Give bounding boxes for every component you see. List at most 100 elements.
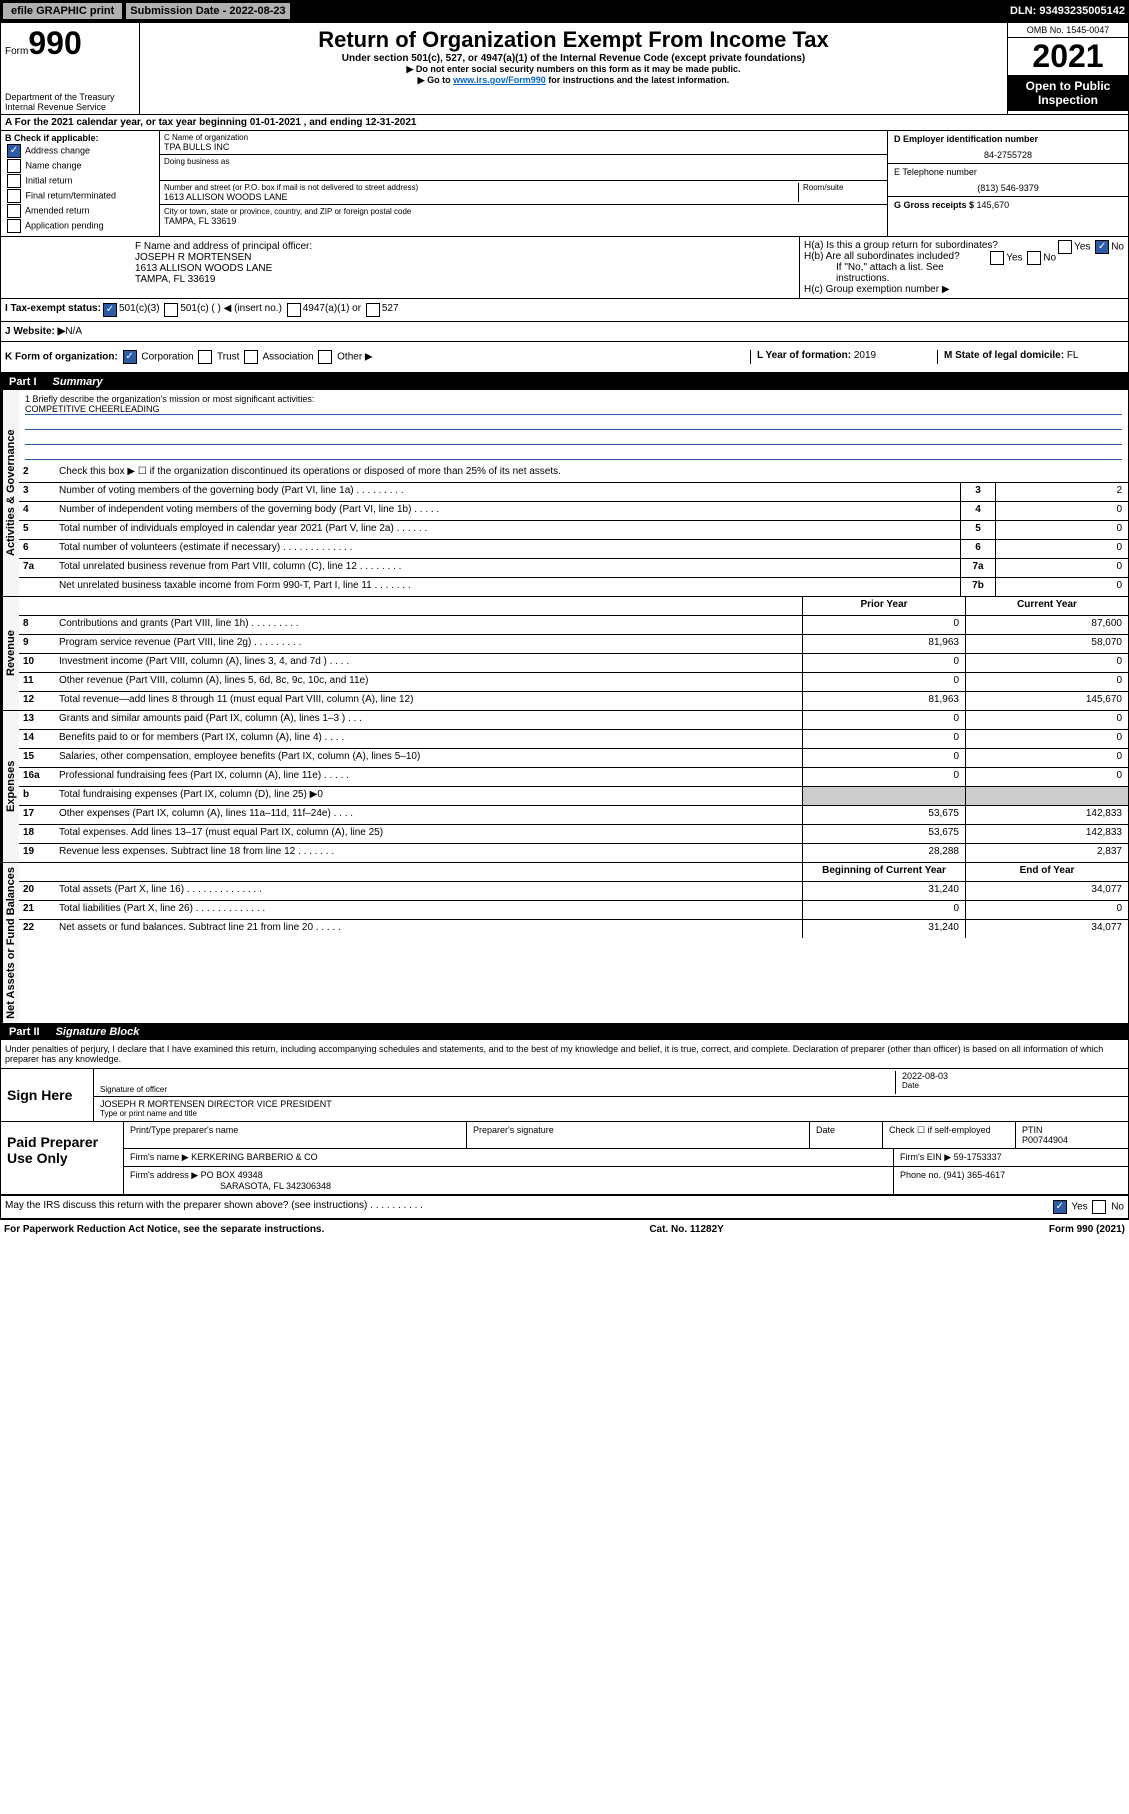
gross-receipts: 145,670 — [977, 200, 1010, 210]
c-name-label: C Name of organization — [164, 133, 883, 142]
begin-year-hdr: Beginning of Current Year — [802, 863, 965, 881]
addr-label: Number and street (or P.O. box if mail i… — [164, 183, 798, 192]
chk-501c3[interactable]: ✓ — [103, 303, 117, 317]
line-i: I Tax-exempt status: ✓ 501(c)(3) 501(c) … — [1, 299, 1128, 321]
table-row: 13Grants and similar amounts paid (Part … — [19, 711, 1128, 730]
net-assets-section: Net Assets or Fund Balances Beginning of… — [1, 863, 1128, 1024]
chk-pending[interactable]: Application pending — [5, 219, 155, 233]
vert-expenses: Expenses — [1, 711, 19, 862]
instr-2: ▶ Go to www.irs.gov/Form990 for instruct… — [144, 75, 1003, 86]
line-j: J Website: ▶ N/A — [1, 321, 1128, 341]
self-emp-hdr: Check ☐ if self-employed — [883, 1122, 1016, 1148]
col-header-row2: Beginning of Current Year End of Year — [19, 863, 1128, 882]
table-row: 19Revenue less expenses. Subtract line 1… — [19, 844, 1128, 862]
officer-name: JOSEPH R MORTENSEN — [135, 252, 795, 263]
discuss-yes[interactable]: ✓ — [1053, 1200, 1067, 1214]
chk-addr-change[interactable]: ✓ Address change — [5, 144, 155, 158]
chk-final[interactable]: Final return/terminated — [5, 189, 155, 203]
prep-sig-hdr: Preparer's signature — [467, 1122, 810, 1148]
table-row: 15Salaries, other compensation, employee… — [19, 749, 1128, 768]
table-row: 5Total number of individuals employed in… — [19, 521, 1128, 540]
current-year-hdr: Current Year — [965, 597, 1128, 615]
table-row: 17Other expenses (Part IX, column (A), l… — [19, 806, 1128, 825]
section-f: F Name and address of principal officer:… — [131, 237, 799, 298]
open-public: Open to Public Inspection — [1008, 75, 1128, 111]
sig-date-label: Date — [902, 1081, 1122, 1090]
city-label: City or town, state or province, country… — [164, 207, 883, 216]
table-row: 16aProfessional fundraising fees (Part I… — [19, 768, 1128, 787]
form-990: Form990 Department of the Treasury Inter… — [0, 22, 1129, 1219]
hb-label: H(b) Are all subordinates included? — [804, 251, 960, 262]
cat-no: Cat. No. 11282Y — [649, 1224, 723, 1235]
chk-name-change[interactable]: Name change — [5, 159, 155, 173]
table-row: 3Number of voting members of the governi… — [19, 483, 1128, 502]
col-header-row: Prior Year Current Year — [19, 597, 1128, 616]
typed-name: JOSEPH R MORTENSEN DIRECTOR VICE PRESIDE… — [100, 1099, 1122, 1109]
revenue-section: Revenue Prior Year Current Year 8Contrib… — [1, 597, 1128, 711]
table-row: 20Total assets (Part X, line 16) . . . .… — [19, 882, 1128, 901]
table-row: 9Program service revenue (Part VIII, lin… — [19, 635, 1128, 654]
part1-title: Summary — [53, 376, 103, 388]
line1-label: 1 Briefly describe the organization's mi… — [25, 394, 1122, 404]
vert-governance: Activities & Governance — [1, 390, 19, 596]
table-row: 18Total expenses. Add lines 13–17 (must … — [19, 825, 1128, 844]
ha-label: H(a) Is this a group return for subordin… — [804, 240, 998, 251]
table-row: 8Contributions and grants (Part VIII, li… — [19, 616, 1128, 635]
form-label: Form — [5, 46, 28, 57]
room-suite-label: Room/suite — [798, 183, 883, 202]
main-title: Return of Organization Exempt From Incom… — [144, 27, 1003, 53]
gross-label: G Gross receipts $ — [894, 200, 977, 210]
paid-prep-label: Paid Preparer Use Only — [1, 1122, 123, 1194]
table-row: 14Benefits paid to or for members (Part … — [19, 730, 1128, 749]
sig-officer-label: Signature of officer — [100, 1085, 895, 1094]
form-number: 990 — [28, 25, 81, 61]
line-a: A For the 2021 calendar year, or tax yea… — [1, 115, 1128, 131]
submission-date: Submission Date - 2022-08-23 — [125, 2, 290, 20]
subtitle: Under section 501(c), 527, or 4947(a)(1)… — [144, 53, 1003, 64]
irs-link[interactable]: www.irs.gov/Form990 — [453, 75, 546, 85]
i-label: I Tax-exempt status: — [5, 303, 101, 317]
chk-corp[interactable]: ✓ — [123, 350, 137, 364]
k-label: K Form of organization: — [5, 352, 118, 363]
part2-label: Part II — [9, 1026, 40, 1038]
chk-assoc[interactable] — [244, 350, 258, 364]
chk-501c[interactable] — [164, 303, 178, 317]
chk-amended[interactable]: Amended return — [5, 204, 155, 218]
paid-preparer-row: Paid Preparer Use Only Print/Type prepar… — [1, 1122, 1128, 1196]
end-year-hdr: End of Year — [965, 863, 1128, 881]
mission-block: 1 Briefly describe the organization's mi… — [19, 390, 1128, 464]
omb: OMB No. 1545-0047 — [1008, 23, 1128, 38]
discuss-label: May the IRS discuss this return with the… — [5, 1200, 423, 1214]
typed-label: Type or print name and title — [100, 1109, 1122, 1118]
efile-btn[interactable]: efile GRAPHIC print — [2, 2, 123, 20]
m-label: M State of legal domicile: — [944, 350, 1067, 361]
part1-label: Part I — [9, 376, 37, 388]
part2-title: Signature Block — [56, 1026, 140, 1038]
top-bar: efile GRAPHIC print Submission Date - 20… — [0, 0, 1129, 22]
firm-addr1: PO BOX 49348 — [201, 1170, 263, 1180]
chk-4947[interactable] — [287, 303, 301, 317]
b-label: B Check if applicable: — [5, 133, 155, 143]
table-row: 4Number of independent voting members of… — [19, 502, 1128, 521]
prep-date-hdr: Date — [810, 1122, 883, 1148]
prep-name-hdr: Print/Type preparer's name — [124, 1122, 467, 1148]
ein-value: 84-2755728 — [894, 150, 1122, 160]
j-label: J Website: ▶ — [5, 326, 65, 337]
table-row: 6Total number of volunteers (estimate if… — [19, 540, 1128, 559]
tax-year: 2021 — [1008, 38, 1128, 75]
year-formation: 2019 — [854, 350, 876, 361]
discuss-row: May the IRS discuss this return with the… — [1, 1196, 1128, 1218]
chk-other[interactable] — [318, 350, 332, 364]
table-row: 11Other revenue (Part VIII, column (A), … — [19, 673, 1128, 692]
website-value: N/A — [65, 326, 82, 337]
ptin-value: P00744904 — [1022, 1135, 1122, 1145]
part-2-header: Part II Signature Block — [1, 1024, 1128, 1040]
kl-row: K Form of organization: ✓ Corporation Tr… — [1, 341, 1128, 374]
chk-initial[interactable]: Initial return — [5, 174, 155, 188]
chk-trust[interactable] — [198, 350, 212, 364]
table-row: 2Check this box ▶ ☐ if the organization … — [19, 464, 1128, 483]
chk-527[interactable] — [366, 303, 380, 317]
discuss-no[interactable] — [1092, 1200, 1106, 1214]
city-state-zip: TAMPA, FL 33619 — [164, 216, 883, 226]
section-c: C Name of organization TPA BULLS INC Doi… — [160, 131, 887, 236]
